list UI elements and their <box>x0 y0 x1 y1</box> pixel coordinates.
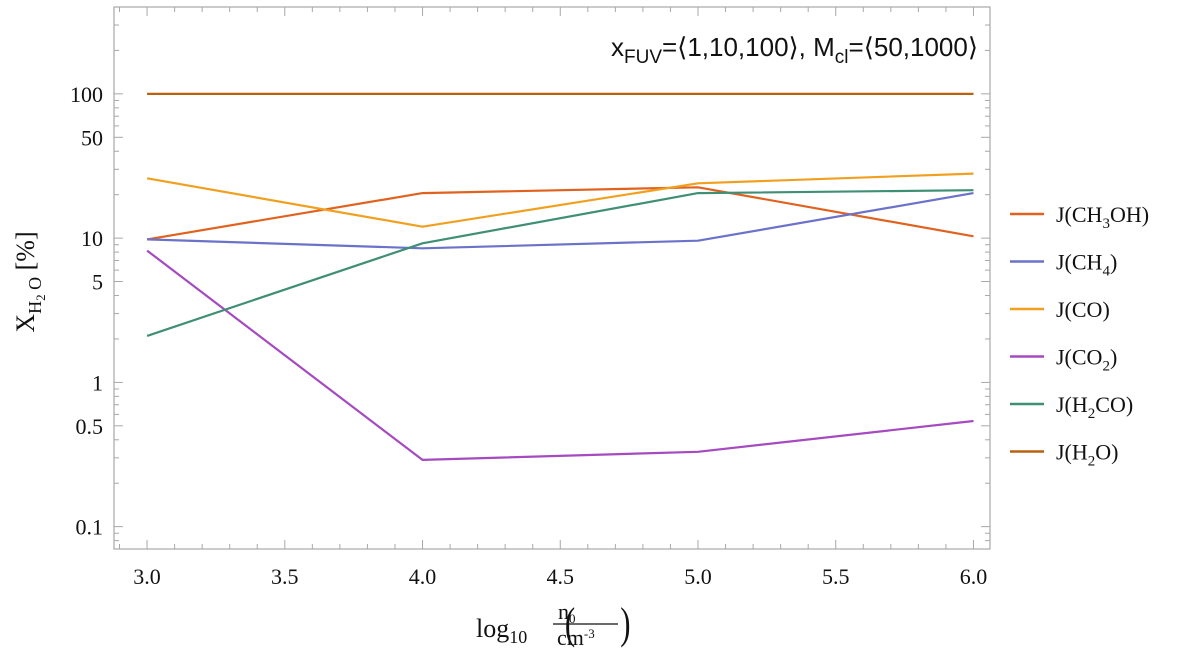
legend-item-j-ch4: J(CH4) <box>1010 250 1117 280</box>
legend-label: J(H2O) <box>1056 440 1119 470</box>
x-tick-label: 5.0 <box>684 564 712 589</box>
series-line-j-h2co <box>146 189 974 337</box>
legend-label: J(CH4) <box>1056 250 1117 280</box>
svg-text:cm-3: cm-3 <box>557 625 595 650</box>
y-tick-label: 0.5 <box>76 414 104 439</box>
x-tick-label: 3.0 <box>133 564 161 589</box>
svg-text:log10: log10 <box>476 614 527 647</box>
legend-item-j-co2: J(CO2) <box>1010 345 1117 375</box>
x-axis-label: log10 ( n0 cm-3 ) <box>476 599 630 650</box>
legend-item-j-h2o: J(H2O) <box>1010 440 1119 470</box>
svg-text:): ) <box>620 600 630 649</box>
series-line-j-ch4 <box>147 192 974 250</box>
plot-frame <box>113 6 991 550</box>
tick-marks <box>114 6 990 550</box>
chart-annotation: xFUV=⟨1,10,100⟩, Mcl=⟨50,1000⟩ <box>611 32 978 68</box>
y-tick-label: 0.1 <box>76 515 104 540</box>
y-tick-labels: 0.1 0.5 1 5 10 50 100 <box>70 82 103 540</box>
y-tick-label: 50 <box>81 125 103 150</box>
x-tick-label: 6.0 <box>960 564 988 589</box>
series-line-j-co <box>146 172 974 228</box>
y-tick-label: 1 <box>92 370 103 395</box>
legend-label: J(H2CO) <box>1056 392 1133 422</box>
y-axis-label: XH2 O [%] <box>11 231 48 332</box>
legend-item-j-ch3oh: J(CH3OH) <box>1010 202 1149 232</box>
y-tick-label: 100 <box>70 82 103 107</box>
svg-text:n0: n0 <box>558 599 576 626</box>
x-tick-label: 4.0 <box>409 564 437 589</box>
x-tick-label: 3.5 <box>271 564 299 589</box>
legend-item-j-h2co: J(H2CO) <box>1010 392 1133 422</box>
legend-label: J(CO2) <box>1056 345 1117 375</box>
series-lines <box>146 92 974 461</box>
legend-item-j-co: J(CO) <box>1010 297 1110 322</box>
legend-label: J(CO) <box>1056 297 1110 322</box>
y-tick-label: 5 <box>92 270 103 295</box>
legend: J(CH3OH) J(CH4) J(CO) J(CO2) J(H2CO) J(H2O) <box>1010 202 1149 470</box>
series-line-j-co2 <box>146 249 974 461</box>
x-tick-label: 5.5 <box>822 564 850 589</box>
x-tick-labels: 3.0 3.5 4.0 4.5 5.0 5.5 6.0 <box>133 564 987 589</box>
y-tick-label: 10 <box>81 226 103 251</box>
x-tick-label: 4.5 <box>547 564 575 589</box>
series-line-j-ch3oh <box>146 186 974 241</box>
legend-label: J(CH3OH) <box>1056 202 1149 232</box>
